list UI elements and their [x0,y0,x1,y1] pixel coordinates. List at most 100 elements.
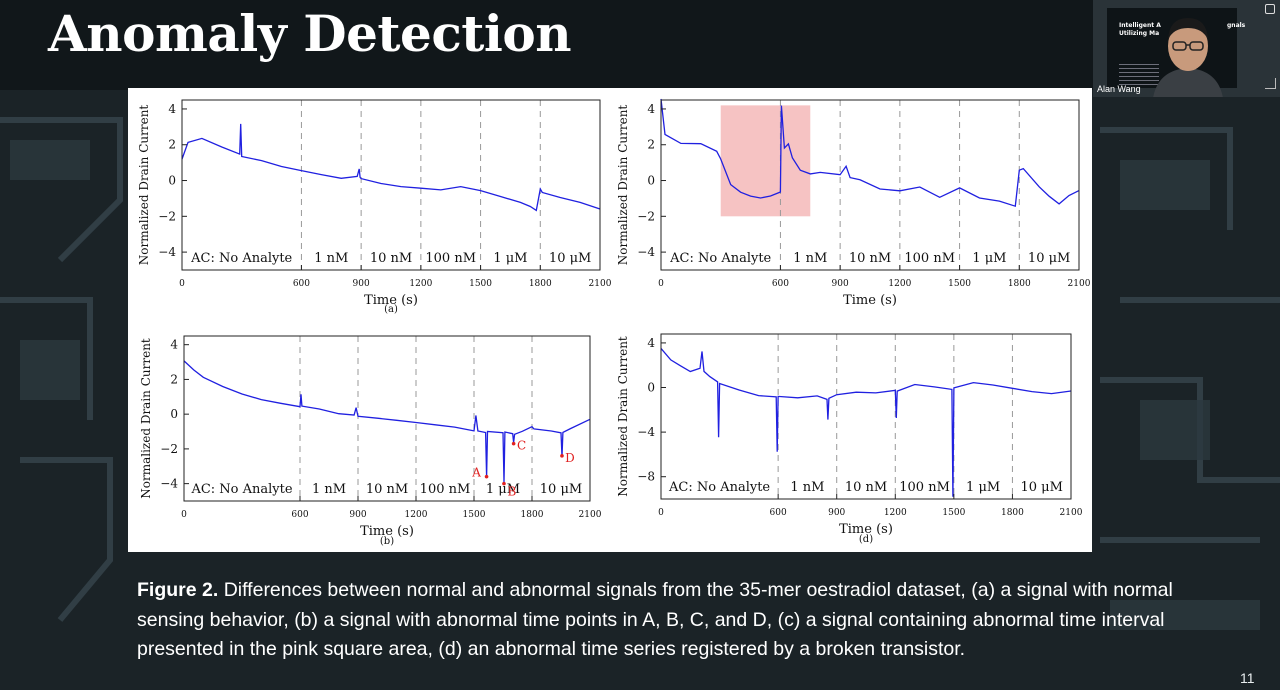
chart-1: 4 2 0 −2 −4 0 600 900 1200 1500 1800 2100 AC: No Ana… [616,98,1091,308]
y-tick-label: 0 [168,174,176,188]
phase-label: 10 μM [549,251,591,266]
chart-0: 4 2 0 −2 −4 0 600 900 1200 1500 1800 2100 AC: No Ana… [137,99,612,315]
phase-label: 100 nM [899,480,950,495]
x-tick-label: 0 [181,510,187,520]
chart-3: 4 0 −4 −8 0 600 900 1200 1500 1800 2100 AC: No Anal… [616,333,1083,545]
thumb-slide-title: Intelligent A Utilizing Ma [1119,22,1161,37]
figure-charts: 4 2 0 −2 −4 0 600 900 1200 1500 1800 2100 AC: No Ana… [137,98,1091,547]
x-tick-label: 1500 [942,508,965,518]
x-tick-label: 1800 [521,510,544,520]
phase-label: 1 nM [790,480,824,495]
anomaly-point [502,481,506,486]
signal-line [183,360,591,483]
phase-label: 1 nM [312,482,346,497]
x-tick-label: 0 [658,279,664,289]
caption-label: Figure 2. [137,579,219,601]
x-tick-label: 600 [291,510,308,520]
x-tick-label: 600 [770,508,787,518]
x-tick-label: 0 [658,508,664,518]
phase-label: 1 μM [972,251,1006,266]
thumb-slide-title-end: gnals [1227,22,1246,29]
figure-caption: Figure 2. Differences between normal and… [137,576,1177,665]
x-tick-label: 1200 [888,279,911,289]
y-tick-label: 2 [168,138,176,152]
y-tick-label: 2 [647,138,655,152]
x-tick-label: 1800 [529,279,552,289]
x-tick-label: 1200 [884,508,907,518]
phase-label: AC: No Analyte [668,480,770,495]
phase-label: 1 μM [966,480,1000,495]
slide-title: Anomaly Detection [48,4,572,63]
phase-label: 1 nM [793,251,827,266]
page-number: 11 [1240,670,1255,686]
y-tick-label: −4 [160,477,178,491]
phase-label: 1 μM [493,251,527,266]
y-tick-label: −2 [158,209,176,223]
y-tick-label: −2 [637,209,655,223]
x-tick-label: 900 [353,279,370,289]
x-tick-label: 2100 [1060,508,1083,518]
panel-label: (b) [380,536,394,547]
figure-panel: 4 2 0 −2 −4 0 600 900 1200 1500 1800 2100 AC: No Ana… [128,88,1092,552]
caption-text: Differences between normal and abnormal … [137,579,1173,660]
x-tick-label: 2100 [1068,279,1091,289]
phase-label: 10 nM [366,482,408,497]
anomaly-point [560,454,564,458]
panel-label: (d) [859,534,873,545]
x-tick-label: 2100 [589,279,612,289]
x-tick-label: 900 [828,508,845,518]
y-tick-label: 4 [647,102,655,116]
presenter-avatar [1153,18,1223,97]
y-tick-label: −2 [160,442,178,456]
y-axis-label: Normalized Drain Current [139,338,153,499]
y-tick-label: 0 [647,174,655,188]
presenter-name: Alan Wang [1097,84,1141,94]
anomaly-point [484,474,489,479]
plot-frame [660,99,1080,271]
chart-2: 4 2 0 −2 −4 0 600 900 1200 1500 1800 2100 AC: No Ana… [139,335,602,547]
anomaly-point [511,441,516,446]
signal-line [660,347,1072,497]
phase-label: AC: No Analyte [190,482,292,497]
presenter-video[interactable]: Intelligent A Utilizing Ma gnals Alan Wan… [1093,0,1280,97]
phase-label: 10 nM [370,251,412,266]
anomaly-interval-highlight [720,105,811,217]
y-tick-label: −8 [637,470,655,484]
y-tick-label: 2 [170,372,178,386]
y-tick-label: 4 [170,338,178,352]
phase-label: AC: No Analyte [669,251,771,266]
y-tick-label: 0 [647,381,655,395]
x-tick-label: 1200 [409,279,432,289]
panel-label: (a) [384,304,398,315]
x-tick-label: 2100 [579,510,602,520]
x-axis-label: Time (s) [843,293,897,308]
y-axis-label: Normalized Drain Current [616,105,630,266]
y-tick-label: 4 [168,102,176,116]
thumb-slide-text [1119,64,1159,86]
x-tick-label: 0 [179,279,185,289]
x-axis-label: Time (s) [364,293,418,308]
x-tick-label: 1200 [405,510,428,520]
phase-label: 100 nM [420,482,471,497]
x-tick-label: 1500 [948,279,971,289]
anomaly-label: D [565,451,575,465]
x-axis-label: Time (s) [839,522,893,537]
phase-label: 100 nM [425,251,476,266]
signal-line [181,123,601,212]
y-tick-label: −4 [637,425,655,439]
y-tick-label: −4 [637,245,655,259]
plot-frame [660,333,1072,500]
pin-icon[interactable] [1265,4,1275,14]
phase-label: 10 nM [849,251,891,266]
y-axis-label: Normalized Drain Current [616,336,630,497]
x-axis-label: Time (s) [360,524,414,539]
y-tick-label: 4 [647,336,655,350]
y-tick-label: −4 [158,245,176,259]
signal-line [660,98,1080,208]
x-tick-label: 600 [293,279,310,289]
phase-label: 10 μM [1020,480,1062,495]
x-tick-label: 1800 [1001,508,1024,518]
x-tick-label: 1500 [463,510,486,520]
resize-handle-icon[interactable] [1265,78,1276,89]
y-tick-label: 0 [170,407,178,421]
